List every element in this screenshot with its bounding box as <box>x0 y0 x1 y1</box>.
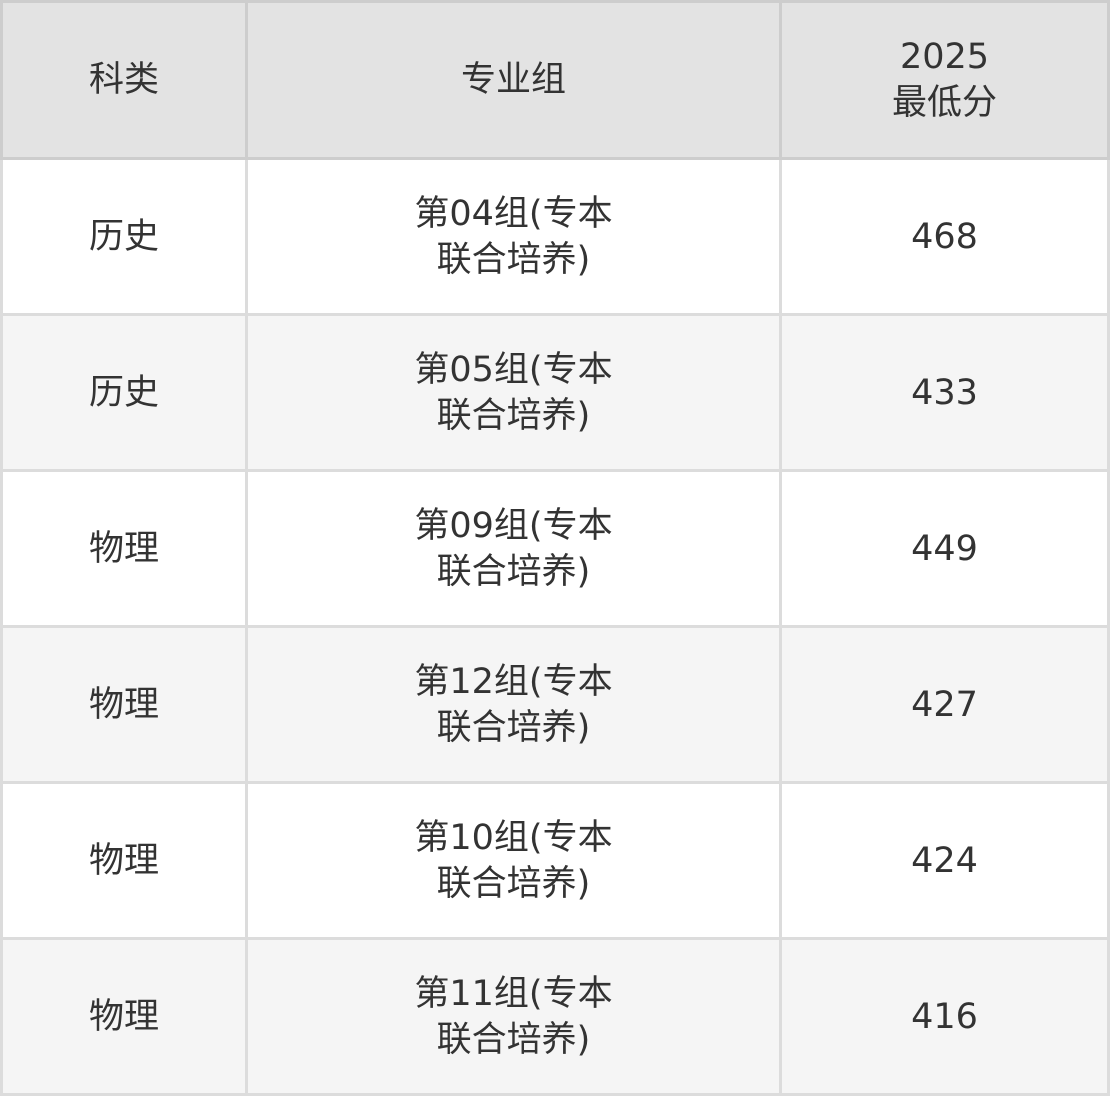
cell-category: 物理 <box>0 469 248 628</box>
cell-group: 第11组(专本联合培养) <box>245 937 782 1096</box>
cell-group: 第04组(专本联合培养) <box>245 157 782 316</box>
header-row: 科类 专业组 2025 最低分 <box>0 0 1110 160</box>
cell-min-score: 468 <box>779 157 1110 316</box>
group-text: 第05组(专本联合培养) <box>414 349 613 436</box>
group-text: 第12组(专本联合培养) <box>414 661 613 748</box>
group-text: 第11组(专本联合培养) <box>414 973 613 1060</box>
cell-min-score: 416 <box>779 937 1110 1096</box>
header-group: 专业组 <box>245 0 782 160</box>
cell-group: 第05组(专本联合培养) <box>245 313 782 472</box>
table-row: 历史 第05组(专本联合培养) 433 <box>0 313 1110 472</box>
cell-category: 历史 <box>0 313 248 472</box>
group-text: 第04组(专本联合培养) <box>414 193 613 280</box>
cell-category: 物理 <box>0 937 248 1096</box>
table-row: 历史 第04组(专本联合培养) 468 <box>0 157 1110 316</box>
cell-group: 第09组(专本联合培养) <box>245 469 782 628</box>
table-row: 物理 第10组(专本联合培养) 424 <box>0 781 1110 940</box>
cell-group: 第10组(专本联合培养) <box>245 781 782 940</box>
group-text: 第10组(专本联合培养) <box>414 817 613 904</box>
cell-min-score: 433 <box>779 313 1110 472</box>
header-score-label: 最低分 <box>891 83 997 123</box>
cell-min-score: 427 <box>779 625 1110 784</box>
header-category: 科类 <box>0 0 248 160</box>
table-row: 物理 第09组(专本联合培养) 449 <box>0 469 1110 628</box>
cell-min-score: 424 <box>779 781 1110 940</box>
table-row: 物理 第11组(专本联合培养) 416 <box>0 937 1110 1096</box>
cell-category: 物理 <box>0 781 248 940</box>
header-score-year: 2025 <box>899 37 990 77</box>
cell-min-score: 449 <box>779 469 1110 628</box>
header-min-score: 2025 最低分 <box>779 0 1110 160</box>
cell-category: 物理 <box>0 625 248 784</box>
table-row: 物理 第12组(专本联合培养) 427 <box>0 625 1110 784</box>
cell-category: 历史 <box>0 157 248 316</box>
group-text: 第09组(专本联合培养) <box>414 505 613 592</box>
cell-group: 第12组(专本联合培养) <box>245 625 782 784</box>
